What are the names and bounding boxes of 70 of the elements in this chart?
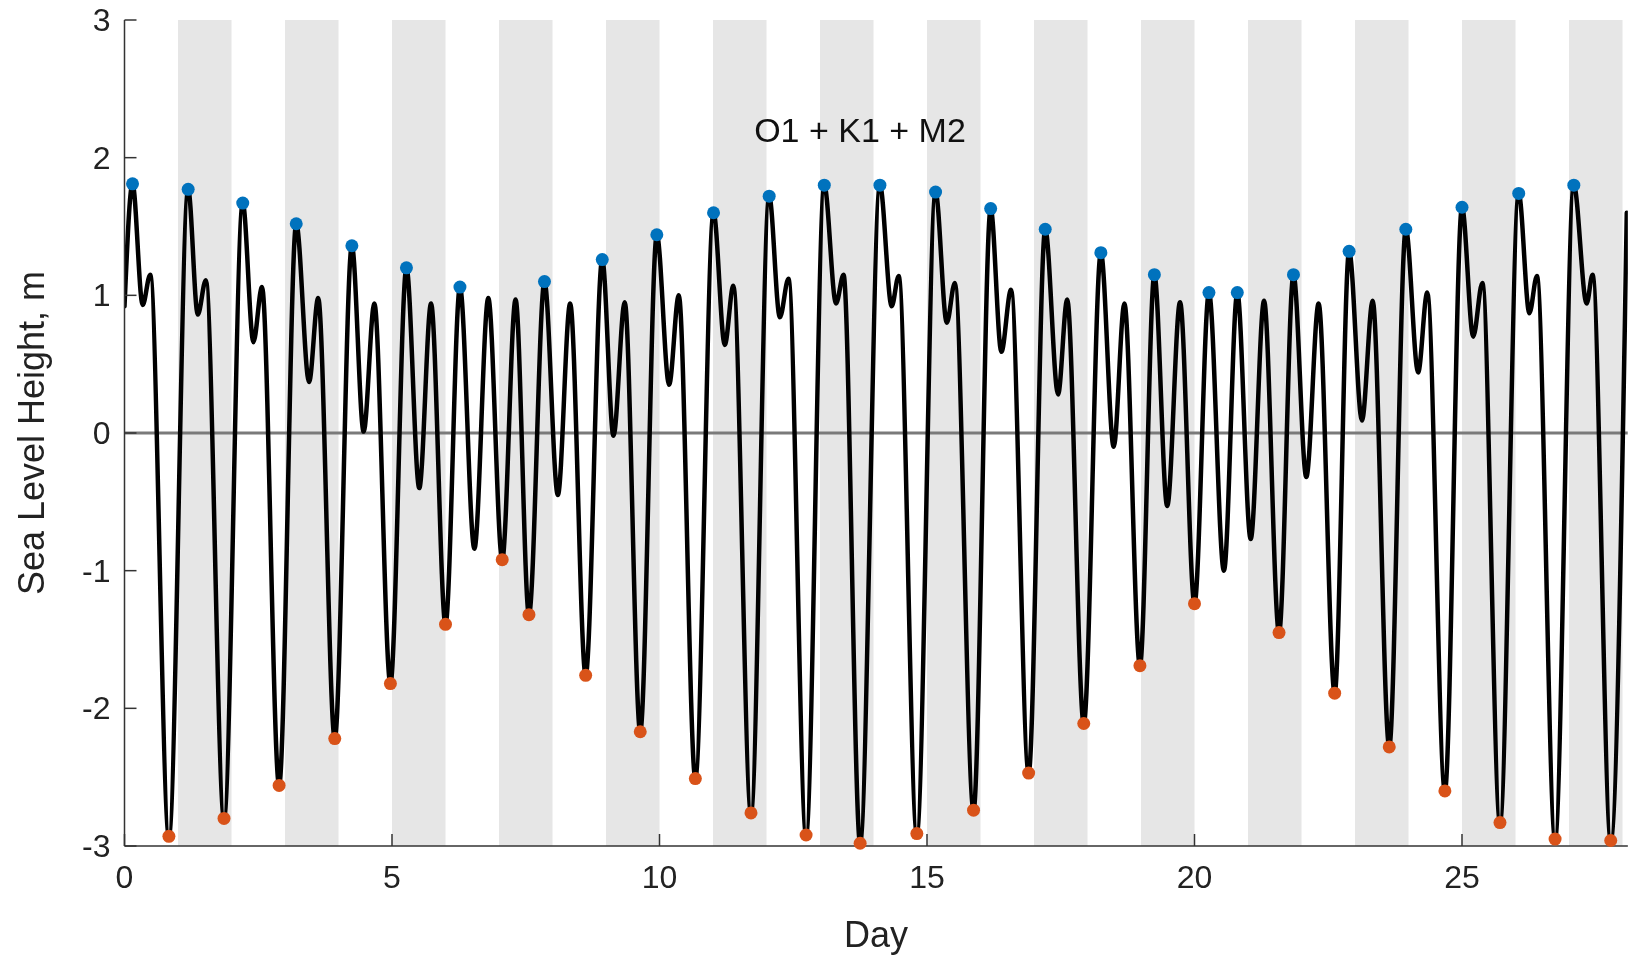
point <box>345 239 359 253</box>
x-axis-title: Day <box>843 914 909 955</box>
point <box>383 677 397 691</box>
y-axis-title: Sea Level Height, m <box>11 270 52 596</box>
x-tick-label: 0 <box>115 859 134 895</box>
point <box>1438 784 1452 798</box>
point <box>1548 832 1562 846</box>
text: O1 + K1 + M2 <box>754 111 966 149</box>
point <box>817 178 831 192</box>
point <box>1455 200 1469 214</box>
point <box>744 806 758 820</box>
point <box>522 608 536 622</box>
point <box>929 185 943 199</box>
x-tick-label: 25 <box>1444 859 1480 895</box>
y-tick-label: -1 <box>82 552 111 589</box>
x-tick-label: 20 <box>1176 859 1213 895</box>
point <box>236 196 250 210</box>
point <box>439 617 452 631</box>
x-tick-label: 5 <box>383 859 401 895</box>
point <box>1604 833 1618 847</box>
y-tick-label: 0 <box>92 415 111 451</box>
y-tick-label: 1 <box>92 277 111 314</box>
point <box>910 827 924 841</box>
point <box>1202 286 1216 300</box>
point <box>762 189 776 203</box>
point <box>799 828 813 842</box>
point <box>162 829 176 843</box>
point <box>537 275 551 289</box>
point <box>688 772 702 786</box>
point <box>1567 178 1581 192</box>
point <box>453 280 467 294</box>
point <box>650 228 664 242</box>
point <box>1399 222 1413 236</box>
point <box>633 725 647 739</box>
point <box>289 217 303 231</box>
point <box>1342 244 1356 258</box>
point <box>984 202 998 216</box>
point <box>1094 246 1108 260</box>
point <box>1188 597 1201 611</box>
point <box>1493 816 1507 830</box>
point <box>1382 740 1396 754</box>
point <box>1286 268 1300 282</box>
point <box>595 253 609 267</box>
point <box>853 836 867 850</box>
y-tick-label: 3 <box>92 2 111 38</box>
point <box>495 553 509 567</box>
point <box>126 177 140 191</box>
point <box>399 261 413 275</box>
point <box>1230 286 1244 300</box>
y-tick-label: -2 <box>82 690 111 727</box>
point <box>1133 659 1147 673</box>
point <box>707 206 721 220</box>
point <box>272 778 286 792</box>
y-tick-label: -3 <box>82 828 111 864</box>
point <box>579 668 593 682</box>
point <box>1328 686 1342 700</box>
point <box>1512 186 1526 200</box>
point <box>1038 222 1052 236</box>
point <box>1147 268 1161 282</box>
point <box>1022 766 1036 780</box>
point <box>328 732 342 746</box>
point <box>181 182 195 196</box>
point <box>217 811 231 825</box>
x-tick-label: 10 <box>641 859 678 895</box>
y-tick-label: 2 <box>92 139 111 176</box>
point <box>967 803 981 817</box>
point <box>1272 626 1286 640</box>
x-tick-label: 15 <box>909 859 945 895</box>
point <box>1077 716 1091 730</box>
point <box>873 178 887 192</box>
